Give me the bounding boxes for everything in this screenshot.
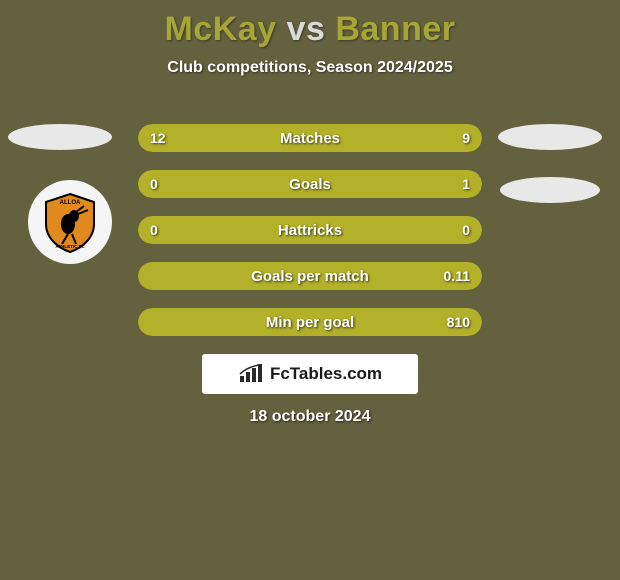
stat-bar-left-fill (138, 170, 200, 198)
svg-text:ATHLETIC FC: ATHLETIC FC (55, 244, 85, 249)
stat-bar-right-fill (272, 308, 482, 336)
club-crest-icon: ALLOA ATHLETIC FC (38, 190, 102, 254)
bar-chart-icon (238, 364, 264, 384)
stat-bar-right-fill (200, 170, 482, 198)
stat-bar-left-fill (138, 216, 310, 244)
svg-text:ALLOA: ALLOA (60, 200, 81, 206)
stat-bar-left-fill (138, 262, 248, 290)
player2-name: Banner (335, 10, 455, 48)
comparison-bars: 129Matches 01Goals 00Hattricks 0.11Goals pe… (138, 124, 482, 354)
vs-text: vs (287, 10, 326, 48)
source-logo: FcTables.com (202, 354, 418, 394)
stat-bar-row: 810Min per goal (138, 308, 482, 336)
stat-bar-right-fill (310, 216, 482, 244)
left-avatar-top-ellipse (8, 124, 112, 150)
right-avatar-bottom-ellipse (500, 177, 600, 203)
left-club-crest-circle: ALLOA ATHLETIC FC (28, 180, 112, 264)
stat-bar-right-fill (248, 262, 482, 290)
footer-date: 18 october 2024 (0, 408, 620, 426)
player1-name: McKay (165, 10, 277, 48)
stat-bar-row: 0.11Goals per match (138, 262, 482, 290)
stat-bar-row: 129Matches (138, 124, 482, 152)
subtitle: Club competitions, Season 2024/2025 (0, 59, 620, 77)
source-logo-text: FcTables.com (270, 364, 382, 384)
stat-bar-row: 01Goals (138, 170, 482, 198)
stat-bar-right-fill (334, 124, 482, 152)
comparison-title: McKay vs Banner (0, 0, 620, 49)
stat-bar-left-fill (138, 308, 272, 336)
stat-bar-left-fill (138, 124, 334, 152)
stat-bar-row: 00Hattricks (138, 216, 482, 244)
right-avatar-top-ellipse (498, 124, 602, 150)
